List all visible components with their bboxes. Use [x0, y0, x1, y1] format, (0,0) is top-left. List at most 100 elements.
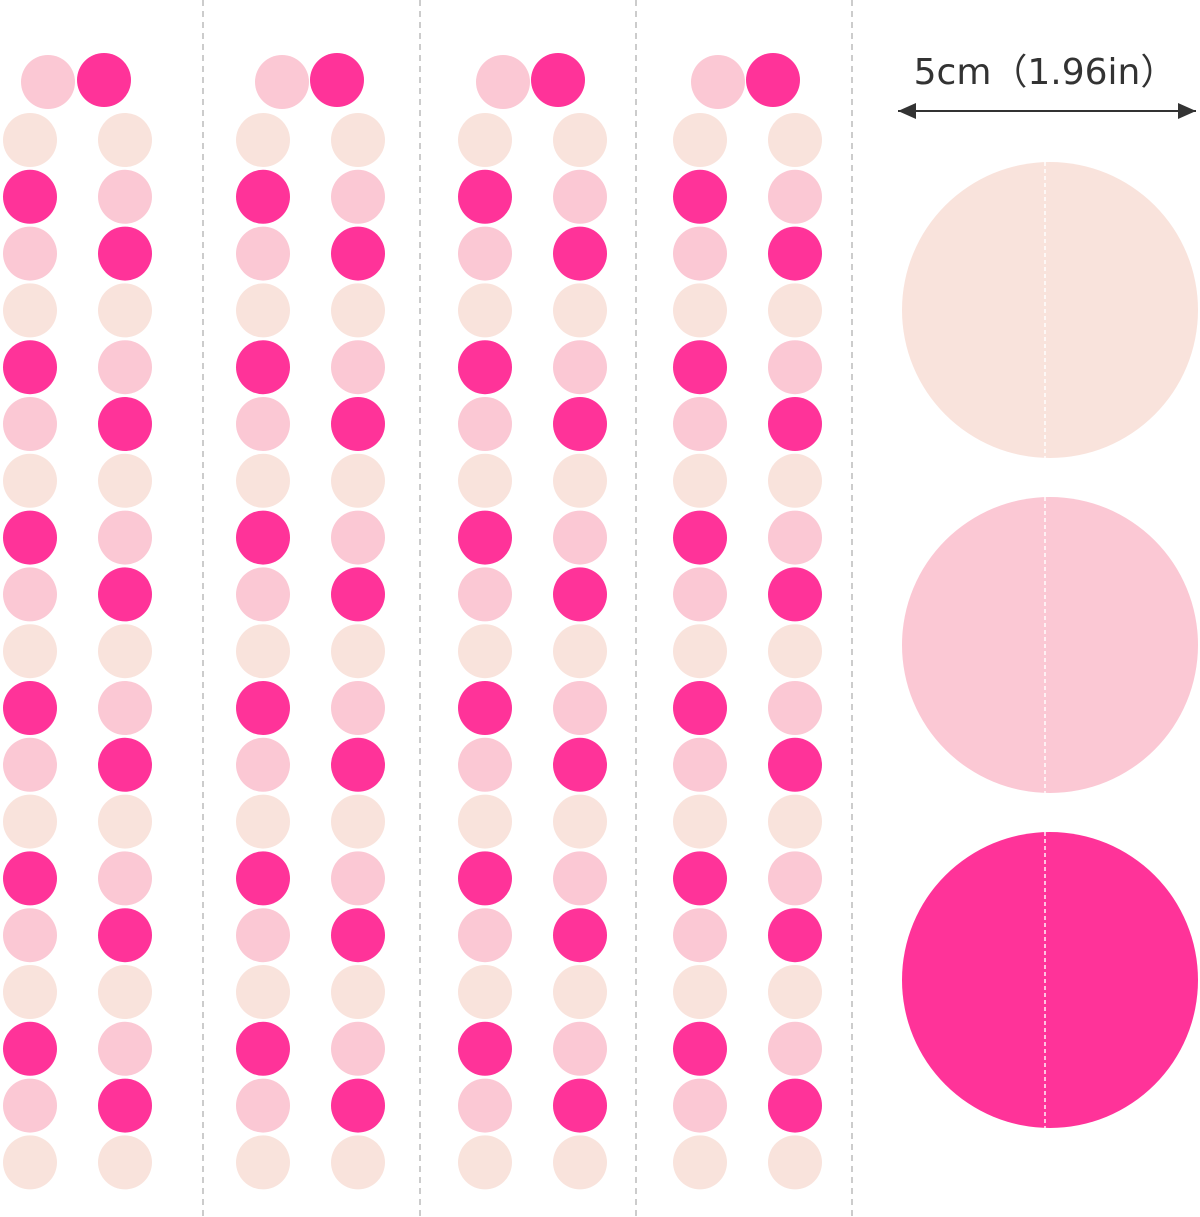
dot — [673, 965, 727, 1019]
dot — [236, 624, 290, 679]
dot — [331, 113, 385, 167]
big-dot — [902, 162, 1198, 458]
dot — [77, 53, 131, 107]
dot — [458, 851, 512, 906]
dot — [458, 908, 512, 963]
dot — [768, 397, 822, 451]
dot — [673, 169, 727, 224]
dot — [553, 340, 607, 395]
dot — [553, 851, 607, 906]
dot — [331, 851, 385, 906]
dot — [673, 681, 727, 735]
dot — [3, 510, 57, 565]
dot — [98, 510, 152, 565]
dot — [531, 53, 585, 107]
dot — [331, 681, 385, 735]
dot — [458, 567, 512, 622]
dot — [236, 567, 290, 622]
dot — [673, 510, 727, 565]
dot — [236, 453, 290, 508]
dot — [98, 453, 152, 508]
dot — [331, 226, 385, 281]
dot — [768, 794, 822, 849]
dot — [673, 340, 727, 395]
dot — [768, 681, 822, 735]
dot — [98, 851, 152, 906]
dot — [331, 1135, 385, 1190]
dot — [331, 737, 385, 792]
dot — [458, 1078, 512, 1133]
dot — [236, 851, 290, 906]
dot — [553, 567, 607, 622]
dot — [673, 1021, 727, 1076]
dot — [98, 965, 152, 1019]
dot — [236, 510, 290, 565]
dot — [553, 1078, 607, 1133]
dot — [3, 624, 57, 679]
dot — [3, 226, 57, 281]
dot — [331, 567, 385, 622]
dot — [458, 681, 512, 735]
dot — [255, 55, 309, 109]
dot — [553, 169, 607, 224]
dot — [476, 55, 530, 109]
dot — [768, 453, 822, 508]
dot — [98, 340, 152, 395]
dot — [768, 908, 822, 963]
dot — [553, 283, 607, 338]
dot — [3, 1078, 57, 1133]
dot — [98, 226, 152, 281]
dot — [3, 113, 57, 167]
dot — [768, 567, 822, 622]
dot — [458, 113, 512, 167]
dot — [3, 283, 57, 338]
big-dot — [902, 832, 1198, 1128]
dot — [746, 53, 800, 107]
dot — [331, 794, 385, 849]
dot — [236, 340, 290, 395]
dot — [673, 283, 727, 338]
dot — [768, 737, 822, 792]
dot — [331, 453, 385, 508]
dot — [3, 794, 57, 849]
dot — [673, 397, 727, 451]
dot — [331, 169, 385, 224]
dot — [3, 1135, 57, 1190]
dot — [331, 397, 385, 451]
dot — [768, 169, 822, 224]
dot — [553, 1135, 607, 1190]
dot — [3, 908, 57, 963]
dot — [98, 624, 152, 679]
dot — [458, 965, 512, 1019]
dot — [553, 681, 607, 735]
dot — [768, 1135, 822, 1190]
dot — [3, 965, 57, 1019]
dot — [236, 794, 290, 849]
dot — [98, 397, 152, 451]
dot — [553, 794, 607, 849]
dot — [553, 510, 607, 565]
dot — [768, 340, 822, 395]
big-dot — [902, 497, 1198, 793]
dot — [236, 737, 290, 792]
dot — [768, 624, 822, 679]
dot — [3, 1021, 57, 1076]
dot — [673, 851, 727, 906]
dot — [553, 113, 607, 167]
dot — [768, 113, 822, 167]
dot — [553, 737, 607, 792]
dot — [553, 908, 607, 963]
dot — [458, 794, 512, 849]
dot — [236, 226, 290, 281]
dot — [768, 851, 822, 906]
dot — [310, 53, 364, 107]
dot — [553, 1021, 607, 1076]
dot — [458, 737, 512, 792]
dot — [673, 737, 727, 792]
dot — [458, 1021, 512, 1076]
dot — [236, 965, 290, 1019]
dot — [331, 624, 385, 679]
dot — [3, 681, 57, 735]
dot — [691, 55, 745, 109]
